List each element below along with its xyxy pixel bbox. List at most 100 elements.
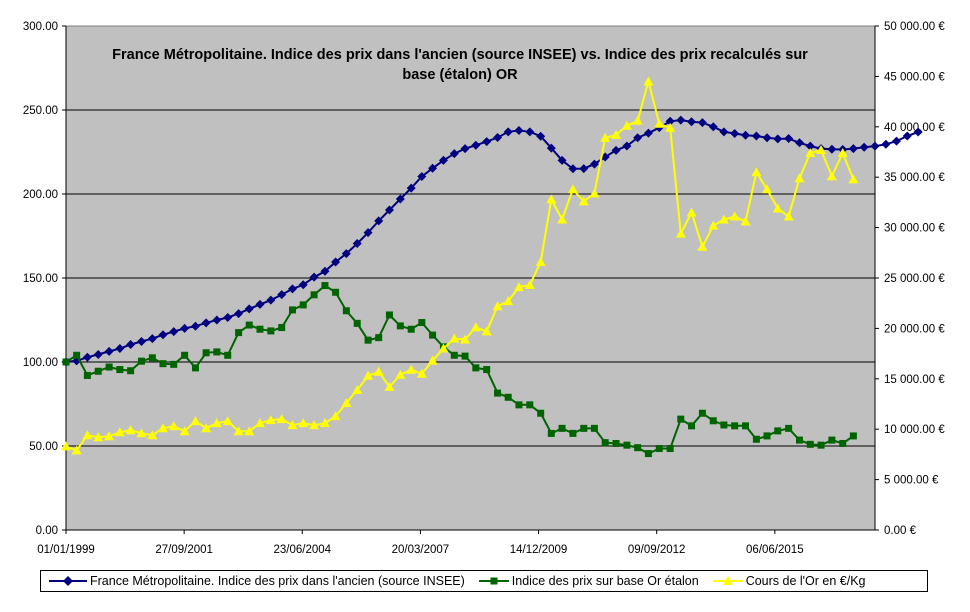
data-point [688,422,696,430]
chart-title-line-2: base (étalon) OR [402,67,518,83]
legend-label-cours-or: Cours de l'Or en €/Kg [745,574,866,588]
data-point [546,194,557,204]
data-point [796,436,804,444]
right-tick-label: 15 000.00 € [884,374,945,386]
data-point [265,415,276,425]
data-point [211,418,222,428]
data-point [266,295,276,305]
x-tick-label: 20/03/2007 [392,544,450,556]
data-point [537,409,545,417]
data-point [352,239,362,249]
data-point [816,144,827,154]
data-point [181,351,189,359]
data-point [697,241,708,251]
data-point [741,130,751,140]
data-point [600,132,611,142]
data-point [482,137,492,147]
left-tick-label: 100.00 [23,357,58,369]
data-point [298,280,308,290]
legend-item-insee: France Métropolitaine. Indice des prix d… [49,574,465,588]
data-point [644,450,652,458]
data-point [222,416,233,426]
right-tick-label: 40 000.00 € [884,122,945,134]
data-point [708,220,719,230]
data-point [244,426,255,436]
data-point [471,140,481,150]
data-point [341,397,352,407]
right-tick-label: 25 000.00 € [884,273,945,285]
data-point [731,422,739,430]
data-point [438,343,449,353]
data-point [612,439,620,447]
data-point [233,426,244,436]
data-point [515,401,523,409]
left-axis: 0.00 50.00 100.00 150.00 200.00 250.00 300.00 [23,21,67,537]
data-point [783,211,794,221]
data-point [643,128,653,138]
data-point [159,360,167,368]
data-point [202,349,210,357]
data-point [492,301,503,311]
left-tick-label: 50.00 [29,441,58,453]
data-point [751,167,762,177]
data-point [526,401,534,409]
data-point [567,184,578,194]
left-tick-label: 0.00 [36,525,58,537]
data-point [406,183,416,193]
data-point [201,423,212,433]
data-point [136,428,147,438]
right-tick-label: 0.00 € [884,525,917,537]
data-point [535,256,546,266]
data-point [503,296,514,306]
data-point [331,257,341,267]
data-point [633,133,643,143]
data-point [558,424,566,432]
chart-title: France Métropolitaine. Indice des prix d… [112,47,808,83]
data-point [772,203,783,213]
data-point [805,148,816,158]
data-point [621,120,632,130]
data-point [698,409,706,417]
data-point [494,389,502,397]
data-point [848,144,858,154]
data-point [407,325,415,333]
data-point [234,309,244,319]
data-point [157,423,168,433]
data-point [579,164,589,174]
legend-marker-triangle [712,576,743,585]
data-point [287,284,297,294]
data-point [794,173,805,183]
data-point [321,282,329,290]
data-point [525,127,535,137]
data-point [720,421,728,429]
right-tick-label: 5 000.00 € [884,475,939,487]
data-point [493,133,503,143]
data-point [406,364,417,374]
data-point [115,344,125,354]
right-tick-label: 30 000.00 € [884,223,945,235]
data-point [578,196,589,206]
data-point [785,424,793,432]
data-point [513,282,524,292]
data-point [773,134,783,144]
data-point [580,424,588,432]
data-point [83,371,91,379]
data-point [460,144,470,154]
data-point [363,228,373,238]
data-point [309,272,319,282]
data-point [330,411,341,421]
x-tick-label: 27/09/2001 [155,544,213,556]
data-point [449,149,459,159]
data-point [385,311,393,319]
data-point [450,351,458,359]
data-point [718,214,729,224]
data-point [806,440,814,448]
data-point [418,319,426,327]
data-point [729,211,740,221]
data-point [697,118,707,128]
data-point [655,445,663,453]
data-point [148,354,156,362]
legend-item-or-etalon: Indice des prix sur base Or étalon [478,574,699,588]
data-point [235,329,243,337]
data-point [752,435,760,443]
